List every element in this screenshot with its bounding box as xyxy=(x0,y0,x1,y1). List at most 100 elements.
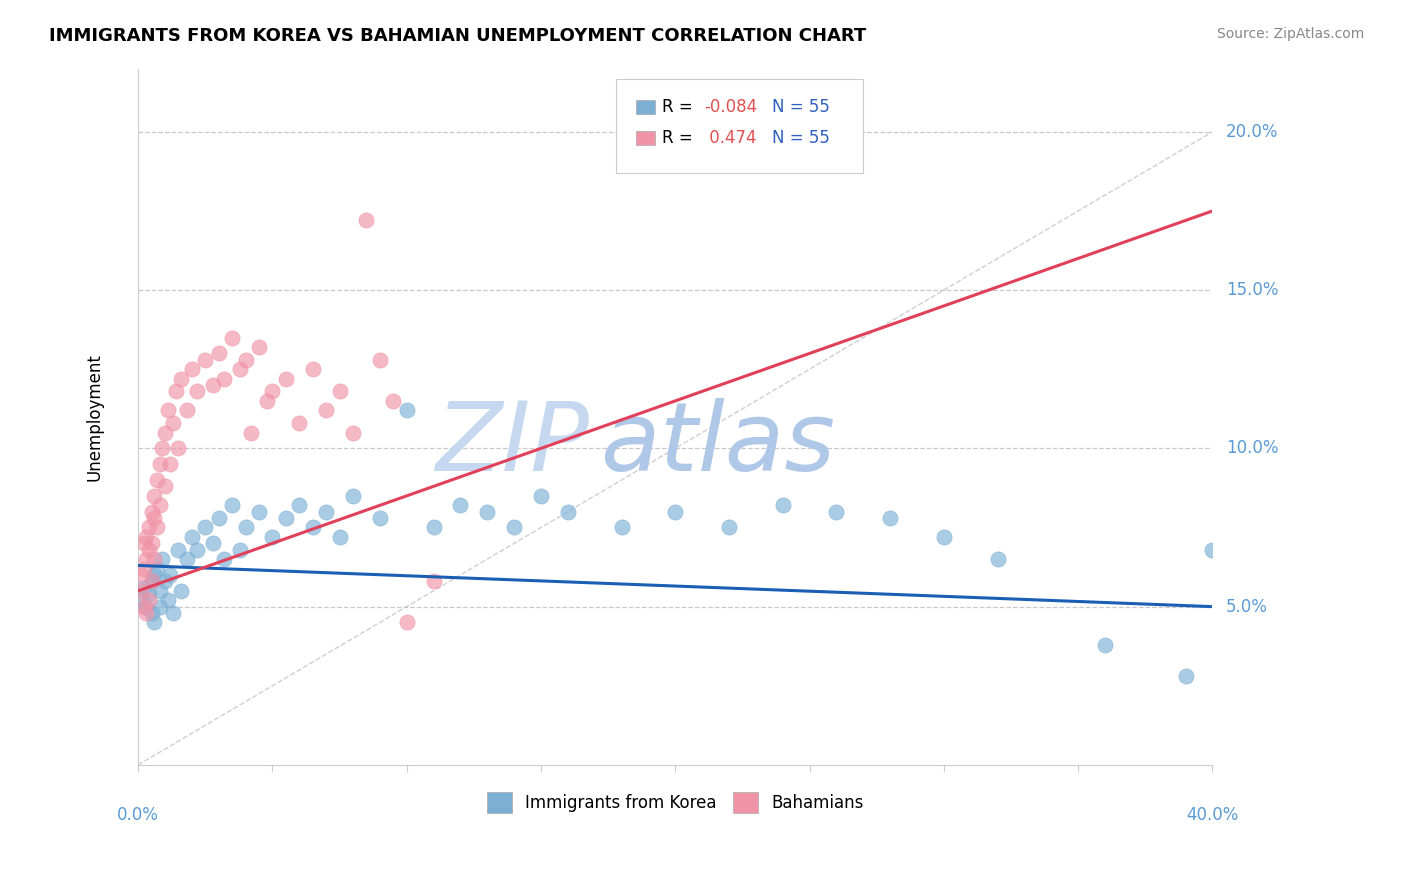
Point xyxy=(135,606,157,620)
Point xyxy=(315,403,337,417)
Point xyxy=(141,505,163,519)
Point xyxy=(149,583,172,598)
Point xyxy=(194,352,217,367)
Point xyxy=(180,530,202,544)
Point xyxy=(146,520,169,534)
Point xyxy=(141,574,163,589)
Point xyxy=(329,384,352,399)
Text: IMMIGRANTS FROM KOREA VS BAHAMIAN UNEMPLOYMENT CORRELATION CHART: IMMIGRANTS FROM KOREA VS BAHAMIAN UNEMPL… xyxy=(49,27,866,45)
Point xyxy=(239,425,262,440)
Point xyxy=(194,520,217,534)
Point xyxy=(449,499,471,513)
Point xyxy=(132,536,155,550)
Point xyxy=(221,330,243,344)
Point xyxy=(1094,638,1116,652)
Point xyxy=(156,403,179,417)
Point xyxy=(149,499,172,513)
Point xyxy=(229,362,252,376)
Point xyxy=(288,499,311,513)
Point xyxy=(664,505,686,519)
Text: 40.0%: 40.0% xyxy=(1187,806,1239,824)
Point xyxy=(138,593,160,607)
Point xyxy=(162,416,184,430)
Point xyxy=(288,416,311,430)
Point xyxy=(301,362,323,376)
Point xyxy=(149,457,172,471)
Point xyxy=(153,425,176,440)
Legend: Immigrants from Korea, Bahamians: Immigrants from Korea, Bahamians xyxy=(479,786,870,819)
Text: Source: ZipAtlas.com: Source: ZipAtlas.com xyxy=(1216,27,1364,41)
Point xyxy=(879,511,901,525)
Point xyxy=(274,511,297,525)
Point xyxy=(165,384,187,399)
Text: 0.0%: 0.0% xyxy=(117,806,159,824)
Point xyxy=(146,561,169,575)
Point xyxy=(208,511,231,525)
Text: R =: R = xyxy=(662,129,699,147)
Point xyxy=(176,403,198,417)
Point xyxy=(135,530,157,544)
Text: 5.0%: 5.0% xyxy=(1226,598,1268,615)
Point xyxy=(153,479,176,493)
Point xyxy=(135,599,157,614)
Point xyxy=(395,615,418,630)
Point xyxy=(138,542,160,557)
FancyBboxPatch shape xyxy=(636,131,655,145)
Point xyxy=(138,587,160,601)
Point xyxy=(221,499,243,513)
Point xyxy=(150,442,173,456)
Point xyxy=(202,378,225,392)
Point xyxy=(342,425,364,440)
Point xyxy=(368,352,391,367)
Point xyxy=(143,568,166,582)
Point xyxy=(141,606,163,620)
Point xyxy=(153,574,176,589)
Point xyxy=(143,615,166,630)
Point xyxy=(176,552,198,566)
Point xyxy=(301,520,323,534)
Point xyxy=(329,530,352,544)
Point xyxy=(150,552,173,566)
Point xyxy=(202,536,225,550)
Text: 0.474: 0.474 xyxy=(704,129,756,147)
Text: N = 55: N = 55 xyxy=(772,98,830,116)
Point xyxy=(132,561,155,575)
Text: 20.0%: 20.0% xyxy=(1226,123,1278,141)
Point xyxy=(1201,542,1223,557)
Point xyxy=(129,568,152,582)
Point xyxy=(530,489,553,503)
Point xyxy=(149,599,172,614)
Point xyxy=(143,552,166,566)
Point xyxy=(186,384,208,399)
Point xyxy=(247,505,270,519)
Point xyxy=(162,606,184,620)
Point xyxy=(129,593,152,607)
Point xyxy=(135,552,157,566)
Point xyxy=(610,520,633,534)
Point xyxy=(247,340,270,354)
Point xyxy=(256,393,278,408)
Point xyxy=(186,542,208,557)
Point xyxy=(229,542,252,557)
Text: N = 55: N = 55 xyxy=(772,129,830,147)
Point xyxy=(1174,669,1197,683)
Point xyxy=(129,583,152,598)
Point xyxy=(235,520,257,534)
Point xyxy=(141,574,163,589)
Text: Unemployment: Unemployment xyxy=(86,352,104,481)
Point xyxy=(772,499,794,513)
Point xyxy=(141,536,163,550)
Point xyxy=(143,489,166,503)
Point xyxy=(356,213,378,227)
Point xyxy=(138,520,160,534)
Point xyxy=(262,530,284,544)
Point xyxy=(315,505,337,519)
Point xyxy=(235,352,257,367)
FancyBboxPatch shape xyxy=(636,100,655,114)
Point xyxy=(170,372,193,386)
Text: ZIP: ZIP xyxy=(436,398,589,491)
Point xyxy=(477,505,499,519)
Text: 10.0%: 10.0% xyxy=(1226,440,1278,458)
Point xyxy=(212,552,235,566)
Point xyxy=(159,568,181,582)
